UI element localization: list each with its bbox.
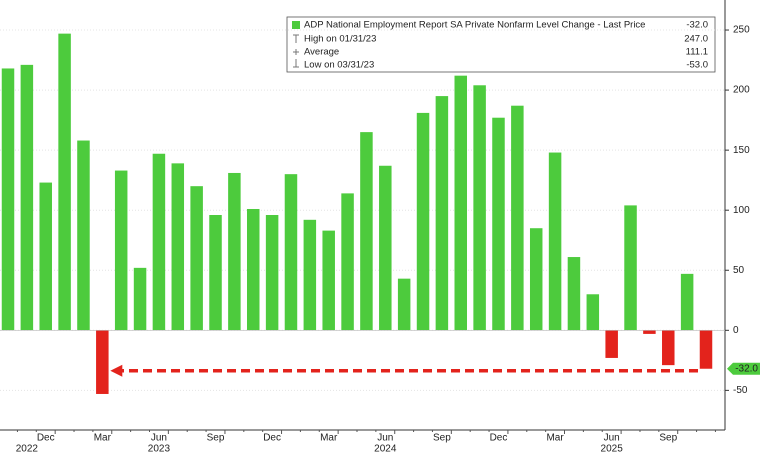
x-tick-label: Mar — [94, 433, 112, 444]
bar — [341, 193, 354, 331]
legend-last: -32.0 — [686, 20, 708, 31]
bar — [228, 172, 241, 331]
bar — [20, 64, 34, 331]
x-tick-label: Mar — [546, 433, 564, 444]
bar — [454, 75, 468, 331]
bar — [529, 228, 543, 331]
x-tick-label: Dec — [490, 433, 508, 444]
bar — [152, 153, 166, 331]
legend-stat-label: Low on 03/31/23 — [304, 60, 374, 71]
y-tick-label: 150 — [733, 145, 750, 156]
bar — [605, 330, 618, 358]
legend-glyphs — [293, 34, 299, 68]
legend-box — [286, 16, 716, 73]
y-tick-label: 100 — [733, 205, 750, 216]
arrow-head — [110, 364, 123, 377]
legend-stat-value: 247.0 — [684, 34, 708, 45]
x-year-label: 2022 — [16, 444, 39, 454]
y-tick-label: 200 — [733, 85, 750, 96]
x-year-label: 2023 — [148, 444, 171, 454]
bar — [322, 230, 335, 331]
bar — [624, 205, 637, 331]
bar — [171, 163, 185, 331]
y-tick-label: -50 — [733, 385, 748, 396]
bar — [643, 330, 656, 334]
bar — [209, 215, 222, 331]
bar — [190, 186, 203, 331]
bar — [567, 257, 581, 331]
x-tick-label: Dec — [37, 433, 55, 444]
bar — [680, 273, 694, 331]
bar — [114, 170, 128, 331]
x-tick-label: Jun — [377, 433, 393, 444]
x-tick-label: Mar — [320, 433, 338, 444]
x-tick-label: Sep — [207, 433, 225, 444]
x-tick-label: Sep — [659, 433, 677, 444]
last-price-tag — [727, 362, 760, 375]
y-tick-label: 0 — [733, 325, 739, 336]
bar — [39, 182, 52, 331]
x-tick-label: Dec — [263, 433, 281, 444]
bar — [473, 85, 486, 331]
bar — [548, 152, 562, 331]
bar — [397, 278, 411, 331]
last-price-label: -32.0 — [735, 363, 758, 374]
bar — [511, 105, 524, 331]
legend-stat-label: Average — [304, 47, 339, 58]
legend-stat-label: High on 01/31/23 — [304, 34, 376, 45]
bar — [662, 330, 675, 366]
y-tick-label: 250 — [733, 25, 750, 36]
legend-swatch — [292, 21, 300, 29]
x-year-label: 2024 — [374, 444, 397, 454]
bar — [416, 112, 430, 331]
bar — [699, 330, 713, 369]
bar — [58, 33, 71, 331]
bar — [379, 165, 392, 331]
bar — [1, 68, 15, 331]
bar — [303, 219, 317, 331]
y-tick-label: 50 — [733, 265, 745, 276]
x-year-label: 2025 — [601, 444, 624, 454]
bar — [435, 96, 449, 331]
x-tick-label: Jun — [604, 433, 620, 444]
bar — [265, 215, 279, 331]
bar — [133, 267, 147, 331]
x-tick-label: Jun — [151, 433, 167, 444]
bar — [586, 294, 600, 331]
bar — [96, 330, 109, 394]
x-tick-label: Sep — [433, 433, 451, 444]
legend-series: ADP National Employment Report SA Privat… — [304, 20, 645, 31]
legend-stat-value: -53.0 — [686, 60, 708, 71]
bar — [284, 174, 298, 331]
bar — [246, 208, 260, 331]
bar — [360, 132, 373, 331]
bar — [492, 117, 505, 331]
legend: ADP National Employment Report SA Privat… — [286, 16, 716, 73]
legend-stat-value: 111.1 — [686, 47, 708, 58]
bar — [77, 140, 90, 331]
